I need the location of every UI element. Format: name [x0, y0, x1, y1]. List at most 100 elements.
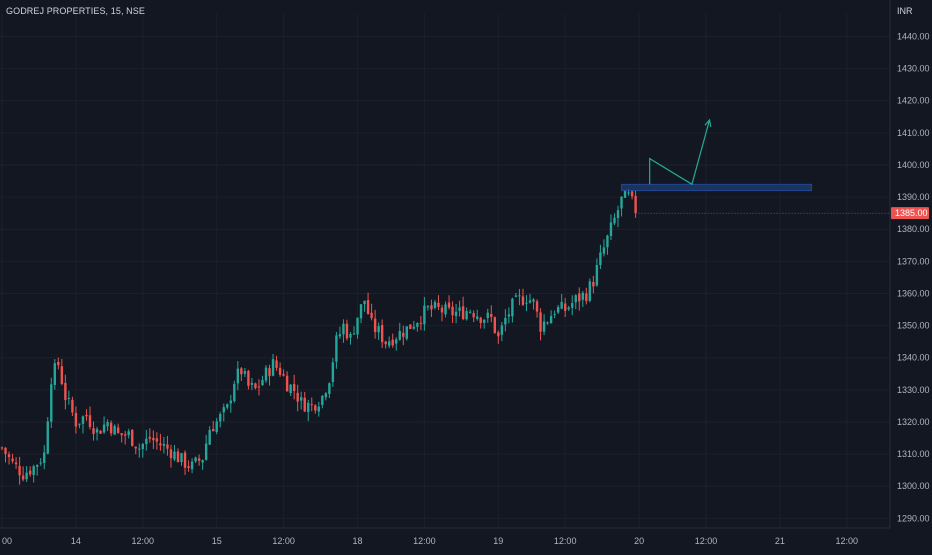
- candle-down: [4, 447, 7, 454]
- candle-up: [219, 413, 222, 422]
- symbol-title: GODREJ PROPERTIES, 15, NSE: [6, 6, 145, 16]
- candle-down: [430, 305, 433, 310]
- candle-up: [377, 326, 380, 333]
- candle-up: [102, 424, 106, 433]
- candle-up: [236, 368, 240, 384]
- candle-down: [451, 306, 454, 316]
- candle-up: [289, 384, 292, 394]
- candle-down: [592, 282, 595, 287]
- candle-down: [384, 341, 387, 345]
- candle-up: [359, 304, 363, 319]
- candle-down: [116, 427, 120, 433]
- candle-up: [194, 457, 197, 462]
- x-tick-label: 00: [2, 536, 12, 546]
- candle-down: [490, 314, 493, 318]
- candle-down: [197, 458, 201, 461]
- candle-up: [127, 431, 130, 436]
- candle-down: [21, 475, 25, 480]
- candle-down: [345, 323, 349, 339]
- candle-down: [18, 465, 21, 476]
- candle-up: [335, 335, 338, 362]
- candle-up: [398, 330, 401, 340]
- candle-down: [285, 375, 289, 392]
- candle-down: [314, 405, 317, 411]
- candle-up: [53, 363, 56, 385]
- candle-down: [120, 433, 123, 436]
- candle-up: [113, 425, 116, 435]
- candle-up: [423, 305, 426, 325]
- candle-down: [493, 317, 496, 333]
- candle-up: [454, 311, 458, 317]
- candle-up: [233, 383, 236, 402]
- candle-down: [535, 301, 539, 312]
- candle-up: [208, 429, 211, 445]
- candle-down: [159, 443, 162, 446]
- candle-up: [141, 444, 144, 449]
- candle-down: [440, 307, 444, 313]
- x-tick-label: 14: [71, 536, 81, 546]
- candle-up: [78, 423, 81, 425]
- candle-up: [500, 325, 504, 335]
- candle-down: [247, 370, 250, 386]
- candle-up: [458, 307, 461, 311]
- x-tick-label: 18: [353, 536, 363, 546]
- candle-down: [155, 438, 159, 442]
- price-scale: [890, 0, 932, 550]
- candle-down: [630, 191, 634, 197]
- candle-up: [581, 292, 584, 300]
- candle-up: [549, 316, 553, 324]
- candle-up: [511, 298, 514, 317]
- candle-up: [271, 359, 275, 376]
- candle-down: [74, 412, 78, 427]
- y-tick-label: 1430.00: [897, 64, 930, 74]
- candle-up: [106, 422, 109, 427]
- candle-up: [204, 443, 208, 460]
- candle-up: [363, 300, 366, 305]
- candle-up: [95, 429, 99, 433]
- candle-up: [324, 393, 328, 398]
- candle-up: [264, 367, 268, 381]
- candle-down: [257, 386, 261, 388]
- candle-down: [7, 454, 11, 457]
- candle-up: [616, 210, 620, 218]
- candle-up: [560, 301, 563, 309]
- y-tick-label: 1330.00: [897, 385, 930, 395]
- candle-up: [173, 451, 176, 460]
- candle-down: [539, 312, 542, 332]
- candle-up: [50, 384, 53, 422]
- x-tick-label: 12:00: [554, 536, 577, 546]
- candle-up: [162, 444, 166, 446]
- candle-down: [380, 324, 384, 343]
- candle-up: [388, 341, 391, 346]
- candle-up: [356, 317, 359, 335]
- candle-down: [176, 451, 180, 463]
- candle-up: [588, 281, 592, 301]
- candle-up: [468, 311, 472, 313]
- candle-up: [25, 472, 28, 480]
- candle-down: [60, 366, 64, 385]
- candle-up: [609, 222, 613, 236]
- candle-down: [585, 293, 588, 302]
- candle-down: [11, 458, 14, 462]
- candle-down: [303, 397, 306, 412]
- candle-up: [595, 265, 599, 286]
- candle-up: [39, 462, 42, 464]
- candle-up: [444, 304, 447, 315]
- candle-down: [461, 306, 465, 320]
- candle-up: [338, 334, 342, 337]
- candle-up: [243, 371, 247, 374]
- candles-layer: [0, 14, 890, 528]
- candle-up: [465, 311, 468, 320]
- candle-down: [152, 437, 155, 441]
- candle-up: [67, 397, 71, 399]
- candle-up: [180, 453, 183, 463]
- candle-up: [553, 313, 556, 315]
- x-tick-label: 12:00: [272, 536, 295, 546]
- candle-up: [546, 322, 549, 324]
- candle-down: [14, 462, 18, 465]
- candle-down: [187, 466, 190, 468]
- x-tick-label: 15: [212, 536, 222, 546]
- candle-up: [613, 217, 616, 224]
